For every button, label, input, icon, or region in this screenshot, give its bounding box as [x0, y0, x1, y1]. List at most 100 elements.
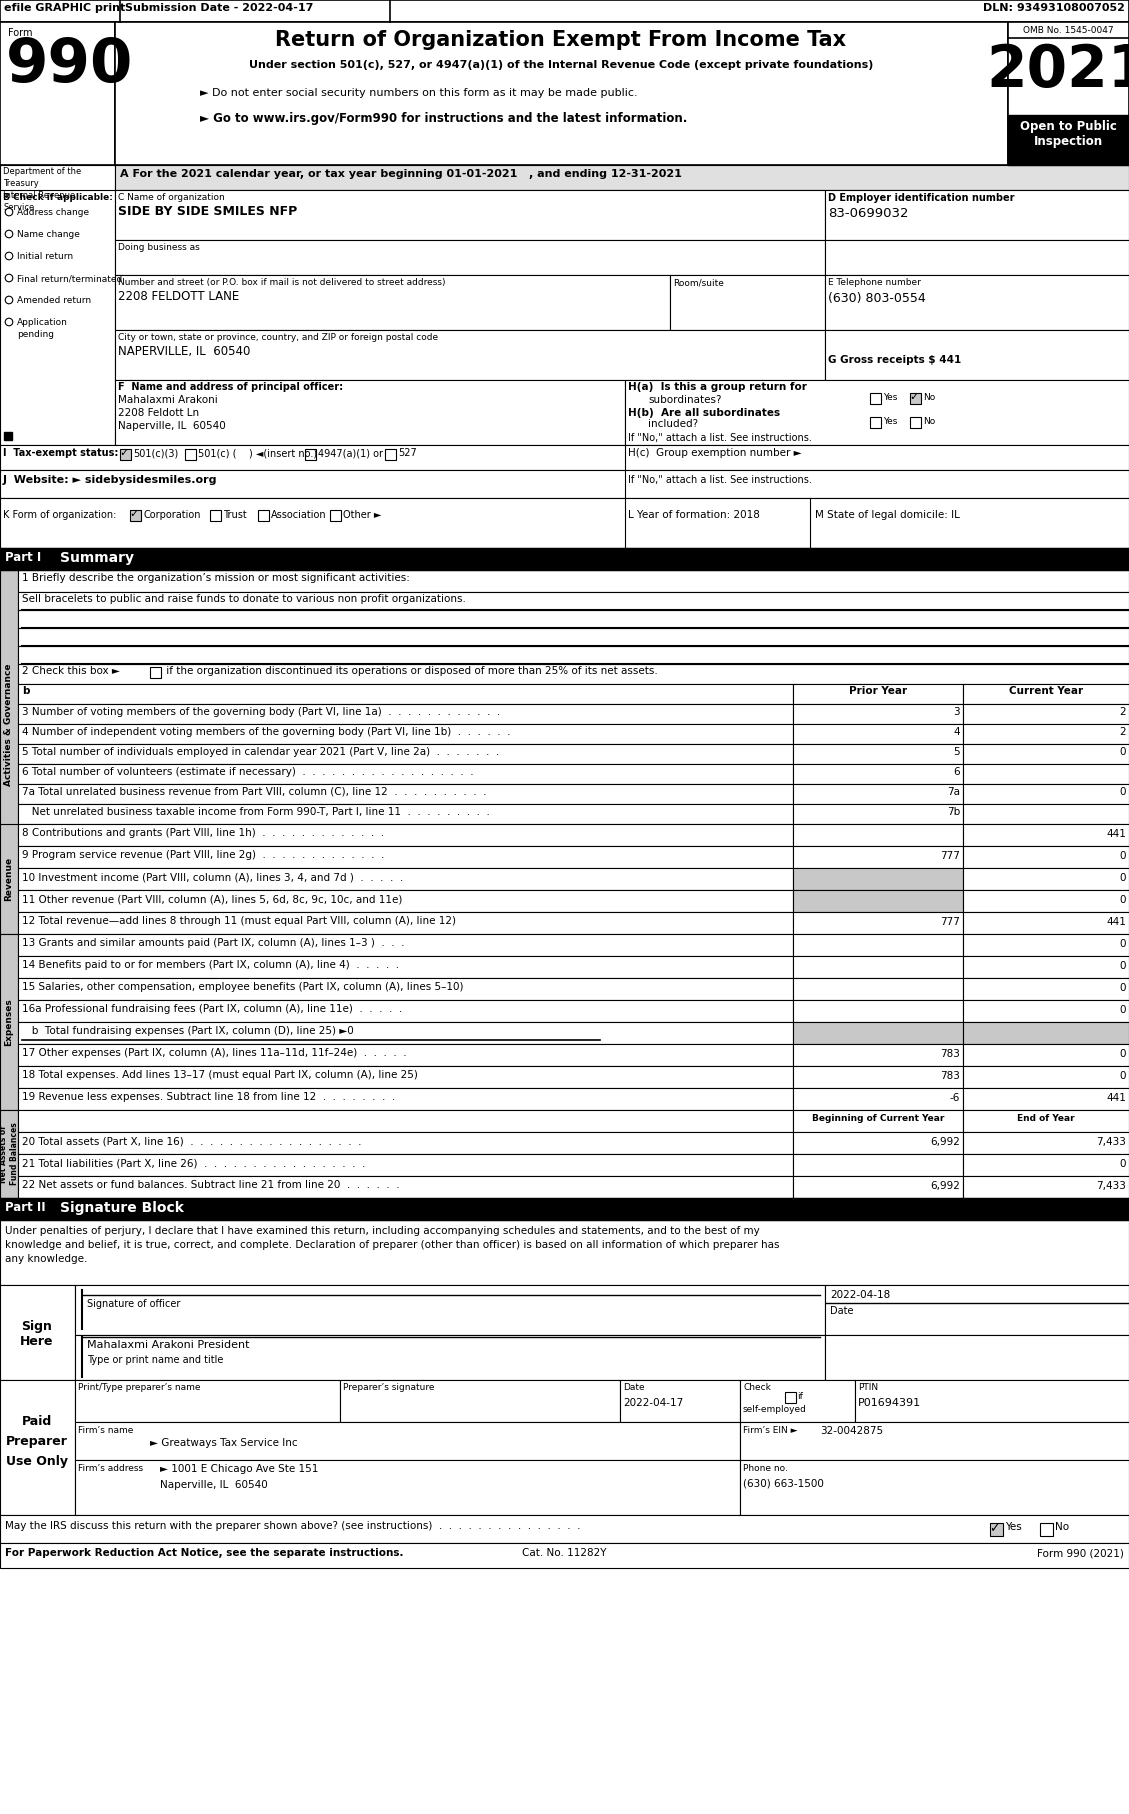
Text: Summary: Summary	[60, 551, 134, 564]
Bar	[793, 956, 963, 978]
Text: Net unrelated business taxable income from Form 990-T, Part I, line 11  .  .  . : Net unrelated business taxable income fr…	[21, 807, 490, 816]
Text: No: No	[924, 394, 935, 403]
Text: 783: 783	[940, 1048, 960, 1059]
Bar	[825, 239, 1129, 276]
Text: Cat. No. 11282Y: Cat. No. 11282Y	[522, 1547, 606, 1558]
Text: Net Assets or
Fund Balances: Net Assets or Fund Balances	[0, 1123, 19, 1185]
Bar	[0, 1544, 1129, 1567]
Bar	[385, 450, 396, 461]
Bar	[793, 869, 963, 891]
Bar	[963, 804, 1129, 824]
Text: Activities & Governance: Activities & Governance	[5, 664, 14, 785]
Text: Address change: Address change	[17, 209, 89, 218]
Text: included?: included?	[648, 419, 698, 428]
Bar	[793, 684, 963, 704]
Text: 22 Net assets or fund balances. Subtract line 21 from line 20  .  .  .  .  .  .: 22 Net assets or fund balances. Subtract…	[21, 1179, 400, 1190]
Bar	[620, 1380, 739, 1422]
Bar	[5, 432, 12, 441]
Text: A For the 2021 calendar year, or tax year beginning 01-01-2021   , and ending 12: A For the 2021 calendar year, or tax yea…	[120, 169, 682, 180]
Text: ► 1001 E Chicago Ave Ste 151: ► 1001 E Chicago Ave Ste 151	[160, 1464, 318, 1475]
Text: 0: 0	[1120, 1005, 1126, 1016]
Text: 14 Benefits paid to or for members (Part IX, column (A), line 4)  .  .  .  .  .: 14 Benefits paid to or for members (Part…	[21, 960, 400, 970]
Text: If "No," attach a list. See instructions.: If "No," attach a list. See instructions…	[628, 475, 812, 484]
Bar	[0, 22, 115, 165]
Bar	[793, 1067, 963, 1088]
Bar	[793, 845, 963, 869]
Bar	[793, 1021, 963, 1045]
Bar	[0, 1221, 1129, 1284]
Bar	[0, 470, 1129, 499]
Text: 7,433: 7,433	[1096, 1137, 1126, 1146]
Bar	[75, 1422, 739, 1460]
Text: Department of the: Department of the	[3, 167, 81, 176]
Text: Check: Check	[743, 1382, 771, 1391]
Text: 16a Professional fundraising fees (Part IX, column (A), line 11e)  .  .  .  .  .: 16a Professional fundraising fees (Part …	[21, 1003, 402, 1014]
Bar	[793, 1000, 963, 1021]
Text: 0: 0	[1120, 851, 1126, 862]
Bar	[825, 1284, 1129, 1335]
Bar	[75, 1335, 825, 1380]
Text: 1 Briefly describe the organization’s mission or most significant activities:: 1 Briefly describe the organization’s mi…	[21, 573, 410, 582]
Text: Name change: Name change	[17, 230, 80, 239]
Bar	[115, 330, 825, 379]
Text: Prior Year: Prior Year	[849, 686, 907, 697]
Bar	[963, 1088, 1129, 1110]
Text: Firm’s EIN ►: Firm’s EIN ►	[743, 1426, 797, 1435]
Text: 7a Total unrelated business revenue from Part VIII, column (C), line 12  .  .  .: 7a Total unrelated business revenue from…	[21, 787, 487, 796]
Bar	[0, 190, 115, 444]
Text: OMB No. 1545-0047: OMB No. 1545-0047	[1023, 25, 1113, 34]
Text: 777: 777	[940, 918, 960, 927]
Bar	[793, 724, 963, 744]
Text: if the organization discontinued its operations or disposed of more than 25% of : if the organization discontinued its ope…	[163, 666, 658, 677]
Bar	[115, 22, 1008, 165]
Text: ► Go to www.irs.gov/Form990 for instructions and the latest information.: ► Go to www.irs.gov/Form990 for instruct…	[200, 112, 688, 125]
Bar	[793, 1045, 963, 1067]
Bar	[18, 591, 1129, 610]
Bar	[963, 934, 1129, 956]
Text: Use Only: Use Only	[6, 1455, 68, 1468]
Text: J  Website: ► sidebysidesmiles.org: J Website: ► sidebysidesmiles.org	[3, 475, 218, 484]
Bar	[739, 1380, 855, 1422]
Bar	[115, 239, 825, 276]
Text: 83-0699032: 83-0699032	[828, 207, 909, 219]
Text: 18 Total expenses. Add lines 13–17 (must equal Part IX, column (A), line 25): 18 Total expenses. Add lines 13–17 (must…	[21, 1070, 418, 1079]
Text: -6: -6	[949, 1094, 960, 1103]
Text: Preparer’s signature: Preparer’s signature	[343, 1382, 435, 1391]
Text: 6,992: 6,992	[930, 1137, 960, 1146]
Text: Application: Application	[17, 317, 68, 327]
Bar	[0, 1110, 18, 1197]
Bar	[793, 824, 963, 845]
Bar	[870, 394, 881, 405]
Bar	[18, 1132, 793, 1154]
Text: Doing business as: Doing business as	[119, 243, 200, 252]
Text: 0: 0	[1120, 747, 1126, 756]
Text: H(b)  Are all subordinates: H(b) Are all subordinates	[628, 408, 780, 417]
Text: Number and street (or P.O. box if mail is not delivered to street address): Number and street (or P.O. box if mail i…	[119, 278, 446, 287]
Text: self-employed: self-employed	[743, 1406, 807, 1413]
Text: 13 Grants and similar amounts paid (Part IX, column (A), lines 1–3 )  .  .  .: 13 Grants and similar amounts paid (Part…	[21, 938, 404, 949]
Bar	[340, 1380, 620, 1422]
Bar	[910, 394, 921, 405]
Bar	[963, 764, 1129, 784]
Bar	[18, 664, 1129, 684]
Text: 6: 6	[953, 767, 960, 776]
Bar	[18, 1175, 793, 1197]
Bar	[18, 1088, 793, 1110]
Bar	[0, 934, 18, 1110]
Bar	[0, 1284, 75, 1380]
Text: 0: 0	[1120, 983, 1126, 992]
Circle shape	[6, 230, 12, 238]
Bar	[963, 1154, 1129, 1175]
Bar	[18, 1067, 793, 1088]
Bar	[793, 1088, 963, 1110]
Text: knowledge and belief, it is true, correct, and complete. Declaration of preparer: knowledge and belief, it is true, correc…	[5, 1241, 779, 1250]
Text: Type or print name and title: Type or print name and title	[87, 1355, 224, 1364]
Text: 11 Other revenue (Part VIII, column (A), lines 5, 6d, 8c, 9c, 10c, and 11e): 11 Other revenue (Part VIII, column (A),…	[21, 894, 402, 903]
Text: 527: 527	[399, 448, 417, 457]
Bar	[1008, 22, 1129, 165]
Text: C Name of organization: C Name of organization	[119, 192, 225, 201]
Bar	[669, 276, 825, 330]
Text: Mahalaxmi Arakoni: Mahalaxmi Arakoni	[119, 395, 218, 405]
Text: pending: pending	[17, 330, 54, 339]
Text: Yes: Yes	[883, 394, 898, 403]
